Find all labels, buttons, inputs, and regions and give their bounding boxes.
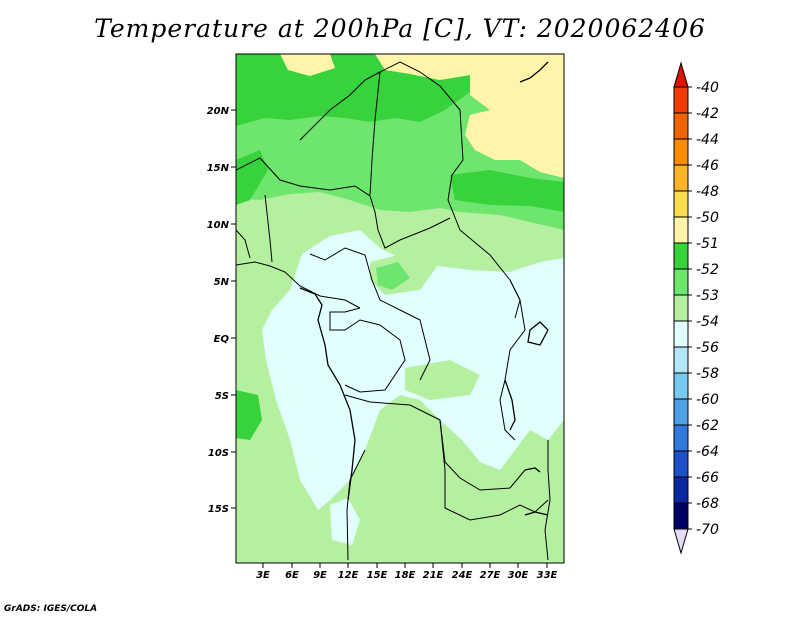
colorbar-box: [673, 242, 689, 270]
colorbar-box: [673, 476, 689, 504]
colorbar-box: [673, 86, 689, 114]
lon-label: 12E: [338, 570, 359, 581]
colorbar-label: -53: [696, 288, 719, 304]
lat-ticks: [231, 109, 236, 509]
colorbar-box: [673, 398, 689, 426]
lat-label: 15N: [207, 163, 230, 174]
plot-frame: [235, 53, 565, 564]
colorbar-box: [673, 138, 689, 166]
colorbar-label: -42: [696, 106, 719, 122]
colorbar-box: [673, 216, 689, 244]
lon-labels: 3E 6E 9E 12E 15E 18E 21E 24E 27E 30E 33E: [256, 570, 557, 581]
colorbar-box: [673, 294, 689, 322]
map-title: Temperature at 200hPa [C], VT: 202006240…: [94, 14, 706, 43]
colorbar-label: -62: [696, 418, 719, 434]
lat-labels: 20N 15N 10N 5N EQ 5S 10S 15S: [207, 106, 230, 515]
colorbar-label: -54: [696, 314, 719, 330]
lon-label: 6E: [285, 570, 299, 581]
lon-label: 21E: [423, 570, 444, 581]
lon-label: 9E: [313, 570, 327, 581]
colorbar-label: -48: [696, 184, 719, 200]
lat-label: 15S: [208, 504, 229, 515]
colorbar-label: -56: [696, 340, 719, 356]
lon-label: 24E: [452, 570, 473, 581]
lon-label: 15E: [367, 570, 388, 581]
lon-label: 3E: [256, 570, 270, 581]
lat-label: 20N: [207, 106, 230, 117]
colorbar-label: -44: [696, 132, 719, 148]
colorbar-label: -46: [696, 158, 719, 174]
colorbar-box: [673, 190, 689, 218]
colorbar-label: -50: [696, 210, 719, 226]
colorbar-label: -66: [696, 470, 719, 486]
field-50: [465, 54, 564, 178]
lon-ticks: [262, 563, 548, 568]
temperature-field: [236, 54, 564, 563]
colorbar-label: -60: [696, 392, 719, 408]
lat-label: 10S: [208, 448, 229, 459]
lat-label: 10N: [207, 220, 230, 231]
colorbar-box: [673, 112, 689, 140]
colorbar-label: -40: [696, 80, 719, 96]
colorbar-box: [673, 450, 689, 478]
colorbar-label: -51: [696, 236, 719, 252]
credit-text: GrADS: IGES/COLA: [4, 604, 98, 614]
colorbar-box: [673, 320, 689, 348]
lat-label: 5N: [214, 277, 230, 288]
lat-label: 5S: [215, 391, 229, 402]
colorbar-box: [673, 502, 689, 530]
lon-label: 27E: [480, 570, 501, 581]
colorbar-label: -70: [696, 522, 719, 538]
colorbar-label: -68: [696, 496, 719, 512]
lat-label: EQ: [214, 334, 230, 345]
colorbar-box: [673, 424, 689, 452]
colorbar-label: -58: [696, 366, 719, 382]
colorbar-box: [673, 268, 689, 296]
colorbar-box: [673, 346, 689, 374]
colorbar-label: -52: [696, 262, 719, 278]
colorbar-end-top: [673, 61, 689, 88]
colorbar-end-bottom: [673, 528, 689, 555]
colorbar-box: [673, 372, 689, 400]
lon-label: 30E: [508, 570, 529, 581]
colorbar: -40 -42 -44 -46 -48 -50 -51 -52 -53 -54 -56 -58 -60 -…: [673, 61, 719, 555]
lon-label: 18E: [395, 570, 416, 581]
country-borders: [236, 61, 551, 561]
lon-label: 33E: [537, 570, 558, 581]
colorbar-box: [673, 164, 689, 192]
colorbar-label: -64: [696, 444, 719, 460]
coastlines: [299, 61, 549, 516]
